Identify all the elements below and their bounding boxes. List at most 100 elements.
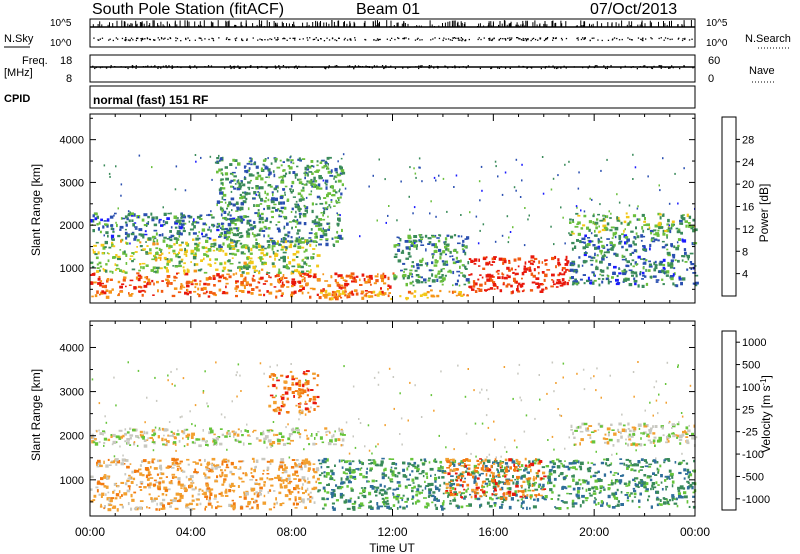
heatmap-cell: [312, 248, 316, 250]
heatmap-cell: [682, 255, 686, 258]
noise-search-sample: [124, 39, 126, 41]
heatmap-cell: [418, 157, 421, 160]
heatmap-cell: [263, 483, 266, 487]
heatmap-cell: [557, 494, 561, 497]
heatmap-cell: [312, 468, 315, 471]
heatmap-cell: [183, 269, 186, 272]
heatmap-cell: [427, 237, 432, 240]
heatmap-cell: [550, 285, 554, 288]
heatmap-cell: [452, 249, 456, 252]
heatmap-cell: [291, 282, 296, 287]
heatmap-cell: [575, 280, 578, 283]
heatmap-cell: [249, 157, 252, 160]
heatmap-cell: [282, 201, 285, 205]
heatmap-cell: [443, 481, 446, 485]
heatmap-cell: [144, 230, 147, 233]
heatmap-cell: [587, 237, 591, 239]
noise-search-sample: [518, 38, 520, 40]
heatmap-cell: [318, 175, 322, 179]
heatmap-cell: [431, 234, 435, 237]
heatmap-cell: [524, 207, 526, 209]
heatmap-cell: [220, 246, 223, 250]
heatmap-cell: [334, 167, 338, 172]
heatmap-cell: [589, 281, 594, 285]
heatmap-cell: [442, 277, 446, 281]
heatmap-cell: [323, 229, 328, 233]
heatmap-cell: [103, 291, 107, 295]
heatmap-cell: [220, 222, 223, 225]
heatmap-cell: [180, 223, 185, 226]
heatmap-cell: [290, 293, 294, 298]
heatmap-cell: [484, 289, 488, 291]
heatmap-cell: [652, 229, 657, 232]
heatmap-cell: [220, 495, 224, 497]
heatmap-cell: [495, 270, 498, 273]
noise-tick-bottom-right: 10^0: [706, 38, 728, 49]
heatmap-cell: [688, 215, 692, 219]
heatmap-cell: [419, 294, 423, 297]
heatmap-cell: [266, 240, 271, 243]
heatmap-cell: [295, 237, 299, 241]
heatmap-cell: [348, 481, 352, 484]
heatmap-cell: [661, 226, 664, 229]
heatmap-cell: [664, 244, 667, 247]
heatmap-cell: [125, 253, 128, 257]
heatmap-cell: [242, 442, 245, 446]
heatmap-cell: [360, 461, 363, 464]
heatmap-cell: [327, 215, 329, 218]
heatmap-cell: [395, 495, 400, 498]
heatmap-cell: [469, 211, 471, 214]
heatmap-cell: [419, 166, 421, 169]
heatmap-cell: [319, 202, 324, 205]
heatmap-cell: [237, 162, 241, 166]
noise-search-sample: [577, 39, 579, 41]
heatmap-cell: [433, 264, 438, 267]
heatmap-cell: [503, 471, 506, 476]
heatmap-cell: [322, 486, 326, 490]
heatmap-cell: [334, 464, 336, 467]
heatmap-cell: [169, 499, 173, 501]
noise-search-sample: [149, 38, 151, 40]
heatmap-cell: [558, 281, 562, 285]
heatmap-cell: [112, 245, 116, 248]
noise-search-sample: [658, 37, 660, 40]
heatmap-cell: [416, 266, 420, 270]
noise-search-sample: [141, 38, 143, 41]
heatmap-cell: [535, 282, 540, 285]
heatmap-cell: [301, 198, 305, 201]
noise-search-sample: [459, 39, 461, 41]
heatmap-cell: [255, 286, 259, 289]
heatmap-cell: [563, 271, 566, 274]
heatmap-cell: [112, 256, 116, 259]
heatmap-cell: [189, 228, 194, 231]
heatmap-cell: [601, 278, 605, 280]
heatmap-cell: [489, 474, 492, 477]
heatmap-cell: [286, 198, 290, 202]
heatmap-cell: [132, 428, 136, 432]
heatmap-cell: [457, 292, 462, 296]
heatmap-cell: [94, 294, 98, 298]
heatmap-cell: [406, 505, 408, 508]
heatmap-cell: [337, 179, 342, 183]
heatmap-cell: [229, 252, 233, 255]
heatmap-cell: [173, 275, 177, 279]
heatmap-cell: [673, 245, 676, 249]
heatmap-cell: [687, 257, 690, 261]
heatmap-cell: [621, 270, 626, 272]
heatmap-cell: [247, 228, 250, 232]
heatmap-cell: [325, 242, 329, 247]
heatmap-cell: [251, 277, 254, 281]
heatmap-cell: [295, 200, 298, 203]
heatmap-cell: [446, 210, 448, 213]
heatmap-cell: [258, 195, 261, 199]
heatmap-cell: [689, 252, 694, 255]
heatmap-cell: [233, 240, 236, 243]
heatmap-cell: [372, 290, 376, 294]
heatmap-cell: [485, 478, 490, 481]
heatmap-cell: [233, 505, 236, 509]
heatmap-cell: [387, 294, 390, 298]
heatmap-cell: [326, 491, 330, 494]
nave-sample: [418, 67, 420, 70]
heatmap-cell: [405, 257, 409, 260]
nave-sample: [101, 66, 103, 68]
